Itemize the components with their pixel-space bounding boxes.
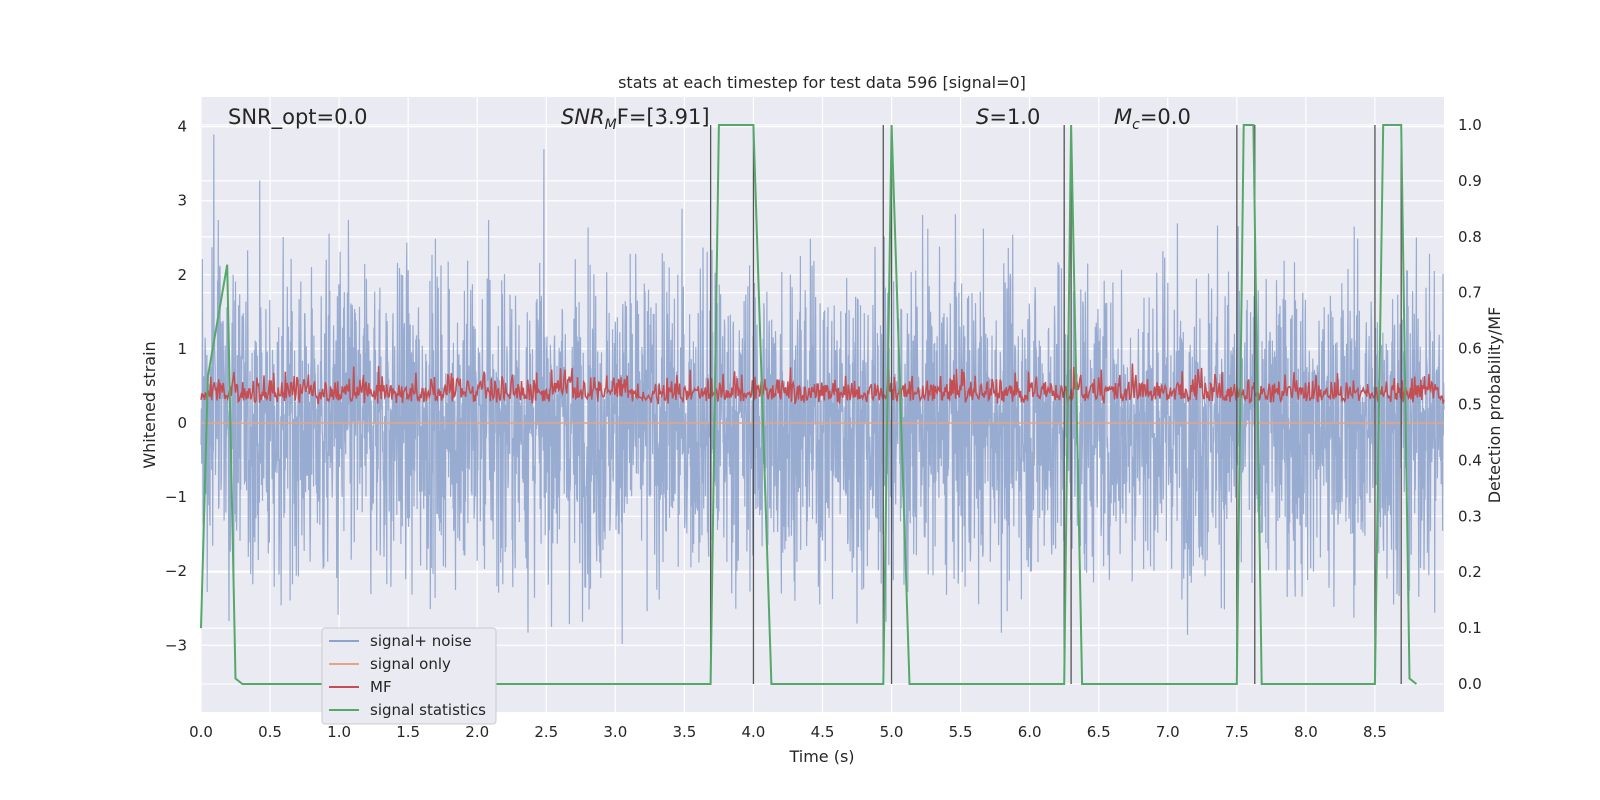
y-tick-label-right: 0.6 [1458, 340, 1482, 358]
x-tick-label: 3.5 [672, 723, 696, 741]
y-tick-label-left: −1 [165, 488, 187, 506]
signal-statistics-line [200, 124, 1418, 685]
x-tick-label: 7.5 [1225, 723, 1249, 741]
tick-layer: 0.0 0.5 1.0 1.5 2.0 2.5 3.0 3.5 4.0 4.5 5.0 5.5 6.0 6… [165, 116, 1482, 741]
legend-label-mf: MF [370, 678, 392, 696]
snr-mf-base: SNR [561, 105, 605, 129]
x-tick-label: 7.0 [1156, 723, 1180, 741]
x-tick-label: 1.5 [396, 723, 420, 741]
s-symbol: S [976, 105, 989, 129]
y-tick-label-right: 0.7 [1458, 284, 1482, 302]
y-tick-label-right: 0.3 [1458, 507, 1482, 525]
detection-markers [709, 124, 1402, 685]
y-axis-label-right: Detection probability/MF [1485, 307, 1504, 504]
annotation-snr-mf: SNRMF=[3.91] [561, 105, 710, 133]
x-tick-label: 2.0 [465, 723, 489, 741]
legend-label-signal-noise: signal+ noise [370, 632, 472, 650]
y-tick-label-left: 3 [177, 192, 187, 210]
y-tick-label-left: 1 [177, 340, 187, 358]
legend-label-signal-only: signal only [370, 655, 451, 673]
x-tick-label: 5.5 [949, 723, 973, 741]
x-tick-label: 6.5 [1087, 723, 1111, 741]
x-tick-label: 8.0 [1294, 723, 1318, 741]
y-tick-label-left: 4 [177, 118, 187, 136]
legend-label-signal-statistics: signal statistics [370, 701, 486, 719]
snr-mf-rest: F=[3.91] [617, 105, 710, 129]
annotation-snr-opt: SNR_opt=0.0 [228, 105, 368, 130]
y-tick-label-left: 2 [177, 266, 187, 284]
x-tick-label: 4.0 [742, 723, 766, 741]
signal-statistics-series [200, 124, 1418, 685]
annotation-s: S=1.0 [976, 105, 1040, 129]
y-tick-label-right: 0.4 [1458, 451, 1482, 469]
y-tick-label-right: 0.2 [1458, 563, 1482, 581]
y-tick-label-right: 0.0 [1458, 675, 1482, 693]
y-tick-label-left: −2 [165, 562, 187, 580]
mc-symbol: M [1114, 105, 1132, 129]
y-tick-label-left: 0 [177, 414, 187, 432]
mc-subscript: c [1132, 117, 1140, 133]
x-tick-label: 5.0 [880, 723, 904, 741]
x-tick-label: 6.0 [1018, 723, 1042, 741]
legend-box [321, 627, 497, 725]
y-tick-label-right: 0.8 [1458, 228, 1482, 246]
mc-value: =0.0 [1140, 105, 1191, 129]
y-tick-label-right: 0.1 [1458, 619, 1482, 637]
snr-mf-sub: M [605, 117, 617, 133]
y-tick-label-right: 0.9 [1458, 172, 1482, 190]
x-tick-label: 4.5 [811, 723, 835, 741]
legend: signal+ noise signal only MF signal stat… [321, 627, 497, 725]
y-tick-label-right: 0.5 [1458, 396, 1482, 414]
x-tick-label: 2.5 [534, 723, 558, 741]
x-tick-label: 1.0 [327, 723, 351, 741]
annotation-mc: Mc=0.0 [1114, 105, 1191, 133]
x-tick-label: 8.5 [1363, 723, 1387, 741]
x-tick-label: 3.0 [603, 723, 627, 741]
chart-title: stats at each timestep for test data 596… [618, 73, 1026, 92]
x-axis-label: Time (s) [788, 747, 854, 766]
x-tick-label: 0.0 [189, 723, 213, 741]
x-tick-label: 0.5 [258, 723, 282, 741]
s-value: =1.0 [989, 105, 1040, 129]
y-tick-label-left: −3 [165, 636, 187, 654]
y-tick-label-right: 1.0 [1458, 116, 1482, 134]
y-axis-label-left: Whitened strain [140, 341, 159, 468]
